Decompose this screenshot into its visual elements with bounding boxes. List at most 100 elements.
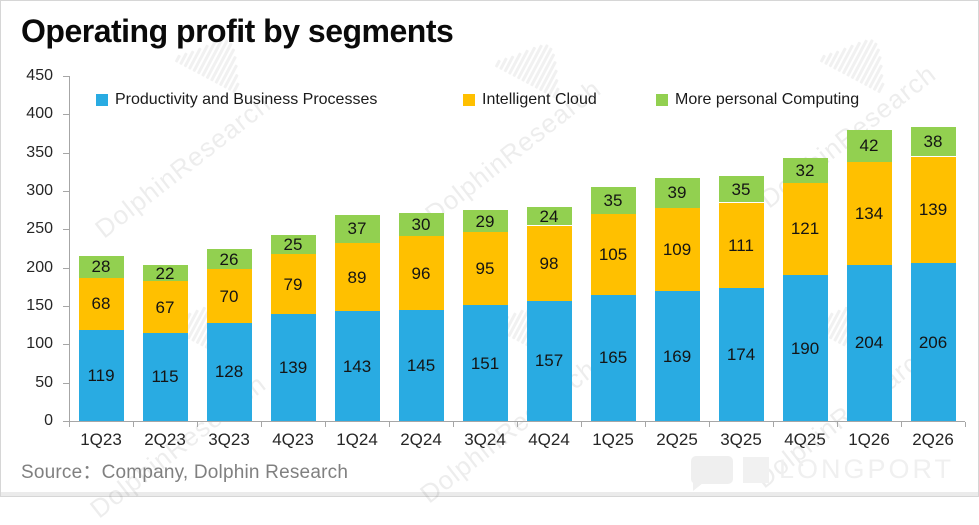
y-axis-tick bbox=[63, 152, 69, 154]
x-axis-category-label: 1Q25 bbox=[592, 430, 634, 449]
y-axis-tick bbox=[63, 344, 69, 346]
y-axis-tick-label: 150 bbox=[26, 297, 53, 314]
x-axis-category-label: 1Q24 bbox=[336, 430, 378, 449]
dolphin-fan-logo-icon bbox=[494, 28, 576, 99]
bar-value-label: 42 bbox=[859, 136, 879, 156]
bar-segment-green: 25 bbox=[270, 234, 316, 254]
bar-segment-yellow: 95 bbox=[462, 232, 508, 306]
bar-value-label: 35 bbox=[603, 191, 623, 211]
bar-segment-yellow: 70 bbox=[206, 269, 252, 323]
bar-value-label: 115 bbox=[151, 367, 179, 387]
x-axis-tick bbox=[133, 422, 134, 427]
x-axis-tick bbox=[581, 422, 582, 427]
legend-swatch-icon bbox=[463, 94, 475, 106]
y-axis-tick-label: 400 bbox=[26, 105, 53, 123]
legend-label: More personal Computing bbox=[675, 91, 860, 108]
bar-segment-blue: 165 bbox=[590, 294, 636, 421]
bar-segment-blue: 206 bbox=[910, 263, 956, 421]
bar-value-label: 89 bbox=[347, 267, 367, 287]
x-axis-category-label: 3Q25 bbox=[720, 430, 762, 449]
x-axis-category-label: 3Q24 bbox=[464, 430, 506, 449]
bar-segment-yellow: 111 bbox=[718, 202, 764, 288]
bar-value-label: 25 bbox=[283, 234, 303, 254]
bar-segment-yellow: 139 bbox=[910, 156, 956, 264]
bar-value-label: 29 bbox=[475, 211, 495, 231]
y-axis-tick bbox=[63, 382, 69, 384]
x-axis-category-label: 2Q23 bbox=[144, 430, 186, 449]
bar-value-label: 111 bbox=[728, 235, 754, 255]
legend-swatch-icon bbox=[656, 94, 668, 106]
chart-title: Operating profit by segments bbox=[21, 13, 454, 49]
bar-value-label: 24 bbox=[539, 206, 559, 226]
bar-segment-green: 38 bbox=[910, 127, 956, 157]
x-axis-category-label: 2Q25 bbox=[656, 430, 698, 449]
dolphin-watermark-text: DolphinResearch bbox=[89, 88, 277, 244]
bar-segment-blue: 157 bbox=[526, 300, 572, 421]
y-axis-tick bbox=[63, 114, 69, 116]
bar-value-label: 95 bbox=[475, 259, 495, 279]
bar-value-label: 119 bbox=[87, 365, 115, 385]
bar-value-label: 26 bbox=[219, 249, 239, 269]
x-axis-tick bbox=[69, 422, 70, 427]
x-axis-tick bbox=[645, 422, 646, 427]
bar-value-label: 121 bbox=[790, 219, 820, 239]
x-axis-tick bbox=[965, 422, 966, 427]
bar-segment-blue: 115 bbox=[142, 332, 188, 421]
bar-segment-yellow: 105 bbox=[590, 214, 636, 295]
bar-value-label: 68 bbox=[91, 294, 111, 314]
square-icon bbox=[742, 456, 769, 483]
bar-value-label: 30 bbox=[411, 215, 431, 235]
y-axis-tick-label: 350 bbox=[26, 143, 53, 161]
bar-value-label: 70 bbox=[219, 286, 239, 306]
bar-value-label: 145 bbox=[406, 355, 436, 375]
bar-value-label: 206 bbox=[918, 332, 948, 352]
y-axis-line bbox=[69, 76, 70, 421]
bar-segment-green: 32 bbox=[782, 158, 828, 183]
y-axis-tick bbox=[63, 229, 69, 231]
bar-value-label: 22 bbox=[155, 263, 175, 283]
bar-segment-green: 42 bbox=[846, 129, 892, 162]
bar-segment-green: 35 bbox=[718, 175, 764, 203]
bar-segment-green: 29 bbox=[462, 210, 508, 233]
bar-segment-blue: 151 bbox=[462, 305, 508, 421]
bar-segment-green: 37 bbox=[334, 214, 380, 244]
bar-value-label: 165 bbox=[598, 348, 628, 368]
bar-segment-blue: 128 bbox=[206, 322, 252, 421]
y-axis-tick bbox=[63, 421, 69, 422]
bar-segment-green: 24 bbox=[526, 206, 572, 226]
bar-segment-blue: 139 bbox=[270, 314, 316, 421]
x-axis-tick bbox=[901, 422, 902, 427]
bar-segment-yellow: 109 bbox=[654, 207, 700, 292]
bar-value-label: 98 bbox=[539, 253, 559, 273]
x-axis-category-label: 1Q23 bbox=[80, 430, 122, 449]
x-axis-tick bbox=[453, 422, 454, 427]
legend-item-1: Productivity and Business Processes bbox=[96, 91, 377, 109]
bar-segment-blue: 204 bbox=[846, 264, 892, 421]
bar-segment-blue: 190 bbox=[782, 275, 828, 421]
bar-value-label: 35 bbox=[731, 179, 751, 199]
bar-value-label: 128 bbox=[214, 362, 244, 382]
y-axis-tick bbox=[63, 306, 69, 307]
bar-value-label: 169 bbox=[662, 346, 692, 366]
bar-value-label: 96 bbox=[411, 263, 431, 283]
bar-value-label: 32 bbox=[795, 160, 815, 180]
bar-value-label: 28 bbox=[91, 257, 111, 277]
legend-item-2: Intelligent Cloud bbox=[463, 91, 597, 109]
bar-segment-yellow: 79 bbox=[270, 253, 316, 315]
bar-value-label: 109 bbox=[662, 240, 692, 260]
x-axis-tick bbox=[325, 422, 326, 427]
y-axis-tick-label: 200 bbox=[26, 258, 53, 276]
bar-value-label: 39 bbox=[667, 183, 687, 203]
dolphin-fan-logo-icon bbox=[819, 23, 901, 94]
y-axis-tick-label: 250 bbox=[26, 220, 53, 238]
y-axis-tick-label: 450 bbox=[26, 67, 53, 84]
bar-value-label: 105 bbox=[598, 244, 628, 264]
bar-segment-blue: 145 bbox=[398, 309, 444, 421]
y-axis-tick bbox=[63, 76, 69, 77]
x-axis-category-label: 3Q23 bbox=[208, 430, 250, 449]
legend-swatch-icon bbox=[96, 94, 108, 106]
bar-value-label: 79 bbox=[283, 274, 303, 294]
bar-segment-green: 26 bbox=[206, 249, 252, 270]
source-note: Source：Company, Dolphin Research bbox=[21, 462, 349, 483]
